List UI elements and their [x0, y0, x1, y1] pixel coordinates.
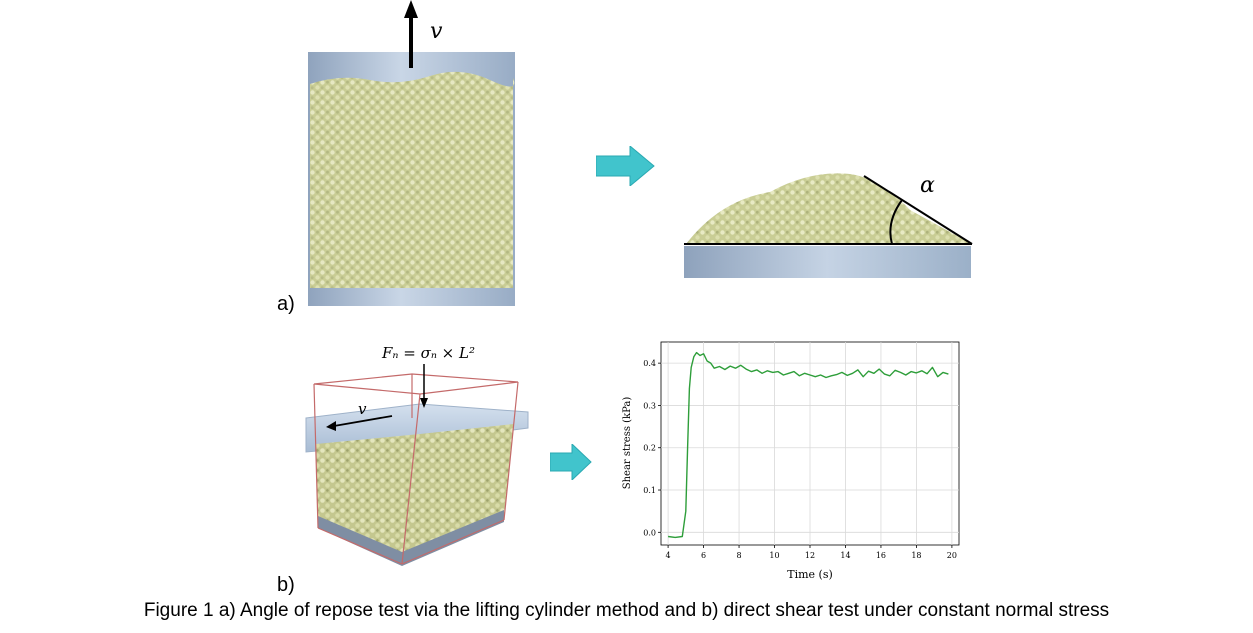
shear-box-outline-top — [313, 373, 519, 395]
velocity-label-b: v — [358, 400, 367, 418]
transition-arrow-icon — [550, 444, 592, 480]
lift-arrow-head — [404, 0, 418, 18]
cylinder-base — [308, 288, 515, 306]
panel-label-a: a) — [277, 293, 295, 315]
particle-bed — [310, 71, 515, 288]
y-tick-label: 0.1 — [643, 486, 656, 495]
y-tick-label: 0.2 — [643, 444, 656, 453]
transition-arrow-icon — [596, 146, 655, 186]
shear-box-figure: Fₙ = σₙ × L² v — [305, 344, 529, 566]
repose-slope-line — [863, 175, 973, 245]
x-tick-label: 20 — [947, 551, 957, 560]
shear-stress-chart: 4 6 8 10 12 14 16 18 200.00.10.20.30.4 Time (s) … — [622, 341, 960, 581]
y-tick-label: 0.0 — [643, 528, 656, 537]
x-tick-label: 14 — [840, 551, 850, 560]
angle-label: α — [920, 173, 935, 198]
bottom-plate — [318, 510, 504, 566]
x-tick-label: 16 — [876, 551, 886, 560]
cylinder-figure: v — [308, 0, 515, 306]
particle-heap — [686, 173, 972, 244]
y-tick-label: 0.4 — [643, 359, 656, 368]
shear-stress-line — [668, 351, 949, 539]
x-tick-label: 10 — [769, 551, 779, 560]
x-tick-label: 8 — [737, 551, 742, 560]
x-tick-label: 4 — [666, 551, 671, 560]
y-tick-label: 0.3 — [643, 401, 656, 410]
repose-angle-arc — [889, 199, 903, 245]
x-tick-label: 6 — [701, 551, 706, 560]
shear-velocity-arrow — [333, 415, 393, 427]
repose-heap-figure: α — [684, 173, 973, 278]
velocity-label-a: v — [430, 19, 443, 44]
y-axis-label: Shear stress (kPa) — [622, 397, 633, 490]
x-tick-label: 18 — [911, 551, 921, 560]
normal-force-formula: Fₙ = σₙ × L² — [381, 344, 475, 362]
base-plate — [684, 246, 971, 278]
panel-label-b: b) — [277, 574, 295, 596]
x-tick-label: 12 — [805, 551, 815, 560]
x-axis-label: Time (s) — [787, 568, 833, 581]
figure-caption: Figure 1 a) Angle of repose test via the… — [143, 600, 1110, 621]
